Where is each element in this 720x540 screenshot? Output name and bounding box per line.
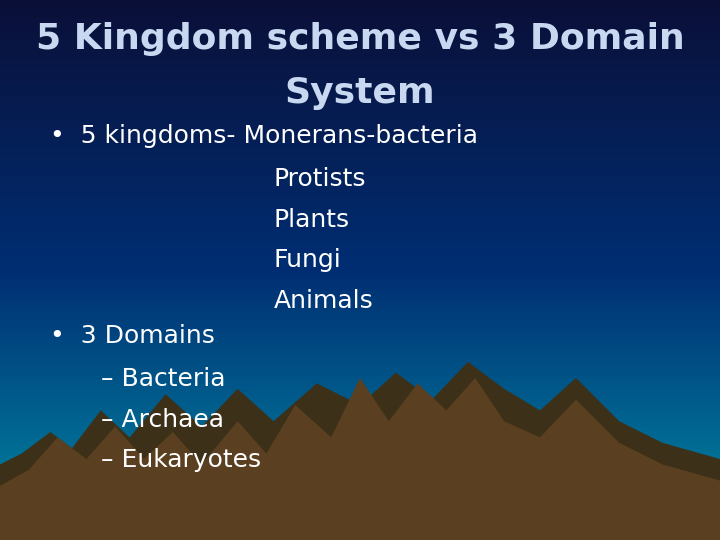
Text: Protists: Protists [274, 167, 366, 191]
Polygon shape [0, 362, 720, 540]
Text: Plants: Plants [274, 208, 350, 232]
Text: Animals: Animals [274, 289, 374, 313]
Text: •  3 Domains: • 3 Domains [50, 324, 215, 348]
Polygon shape [0, 378, 720, 540]
Polygon shape [360, 486, 720, 540]
Text: – Eukaryotes: – Eukaryotes [101, 448, 261, 472]
Text: Fungi: Fungi [274, 248, 341, 272]
Text: System: System [284, 76, 436, 110]
Text: – Archaea: – Archaea [101, 408, 224, 431]
Text: •  5 kingdoms- Monerans-bacteria: • 5 kingdoms- Monerans-bacteria [50, 124, 478, 148]
Text: – Bacteria: – Bacteria [101, 367, 225, 391]
Text: 5 Kingdom scheme vs 3 Domain: 5 Kingdom scheme vs 3 Domain [35, 22, 685, 56]
